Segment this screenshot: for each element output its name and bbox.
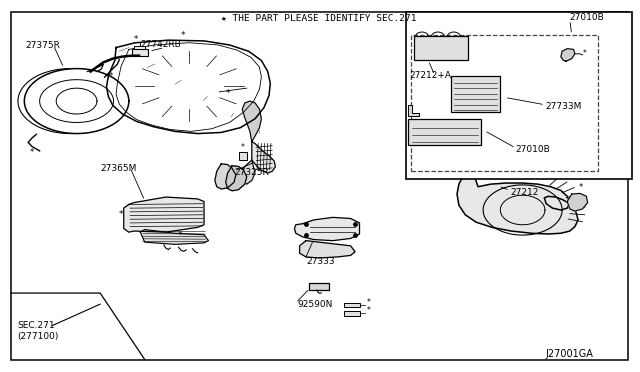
Polygon shape (294, 217, 360, 241)
Text: SEC.271: SEC.271 (17, 321, 55, 330)
Text: *: * (582, 49, 586, 58)
Polygon shape (561, 49, 575, 61)
Text: *: * (225, 89, 230, 97)
Polygon shape (215, 164, 236, 189)
Text: 27375R: 27375R (26, 41, 60, 50)
Bar (406, 13, 632, 179)
Text: *: * (119, 211, 124, 219)
Text: *: * (30, 148, 34, 157)
Text: *: * (579, 183, 584, 192)
Text: 27010B: 27010B (516, 145, 550, 154)
Polygon shape (124, 197, 204, 232)
Bar (408, 119, 481, 145)
Polygon shape (241, 160, 255, 184)
Text: *: * (367, 307, 371, 315)
Polygon shape (252, 142, 275, 173)
Bar (411, 35, 598, 171)
Text: 27742RB: 27742RB (140, 40, 181, 49)
Text: 27010B: 27010B (570, 13, 605, 22)
Polygon shape (140, 230, 209, 244)
Text: *: * (241, 143, 244, 152)
Text: 27365M: 27365M (100, 164, 136, 173)
Text: 27212: 27212 (510, 188, 538, 197)
Text: *: * (180, 31, 185, 40)
Bar (414, 36, 468, 61)
Text: 27333: 27333 (306, 257, 335, 266)
Bar (308, 283, 329, 290)
Text: J27001GA: J27001GA (545, 349, 593, 359)
Text: 27212+A: 27212+A (409, 71, 451, 80)
Bar (134, 46, 145, 49)
Polygon shape (457, 168, 578, 234)
Polygon shape (226, 166, 246, 191)
Text: 27325R: 27325R (234, 168, 269, 177)
Text: *: * (109, 72, 113, 81)
Bar (451, 76, 500, 112)
Text: ★ THE PART PLEASE IDENTIFY SEC.271: ★ THE PART PLEASE IDENTIFY SEC.271 (221, 13, 417, 22)
Polygon shape (567, 193, 588, 211)
Text: (277100): (277100) (17, 332, 59, 341)
Text: *: * (134, 35, 138, 44)
Polygon shape (300, 241, 355, 258)
Polygon shape (408, 105, 419, 116)
Bar (239, 152, 246, 160)
Polygon shape (243, 101, 261, 142)
Bar (344, 303, 360, 307)
Text: *: * (177, 231, 182, 240)
Bar (344, 311, 360, 315)
Text: *: * (367, 298, 371, 307)
Text: 92590N: 92590N (297, 300, 332, 310)
Bar (132, 49, 148, 56)
Text: 27733M: 27733M (545, 102, 581, 111)
